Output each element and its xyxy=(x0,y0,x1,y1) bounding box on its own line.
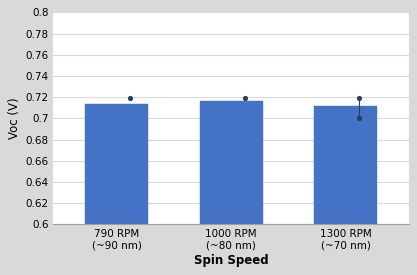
Y-axis label: Voc (V): Voc (V) xyxy=(8,98,21,139)
X-axis label: Spin Speed: Spin Speed xyxy=(194,254,269,267)
Point xyxy=(241,96,248,100)
Point xyxy=(356,116,363,120)
Point xyxy=(356,96,363,100)
Bar xyxy=(85,103,148,224)
Bar xyxy=(200,101,263,224)
Bar xyxy=(314,106,377,224)
Point xyxy=(127,96,133,100)
